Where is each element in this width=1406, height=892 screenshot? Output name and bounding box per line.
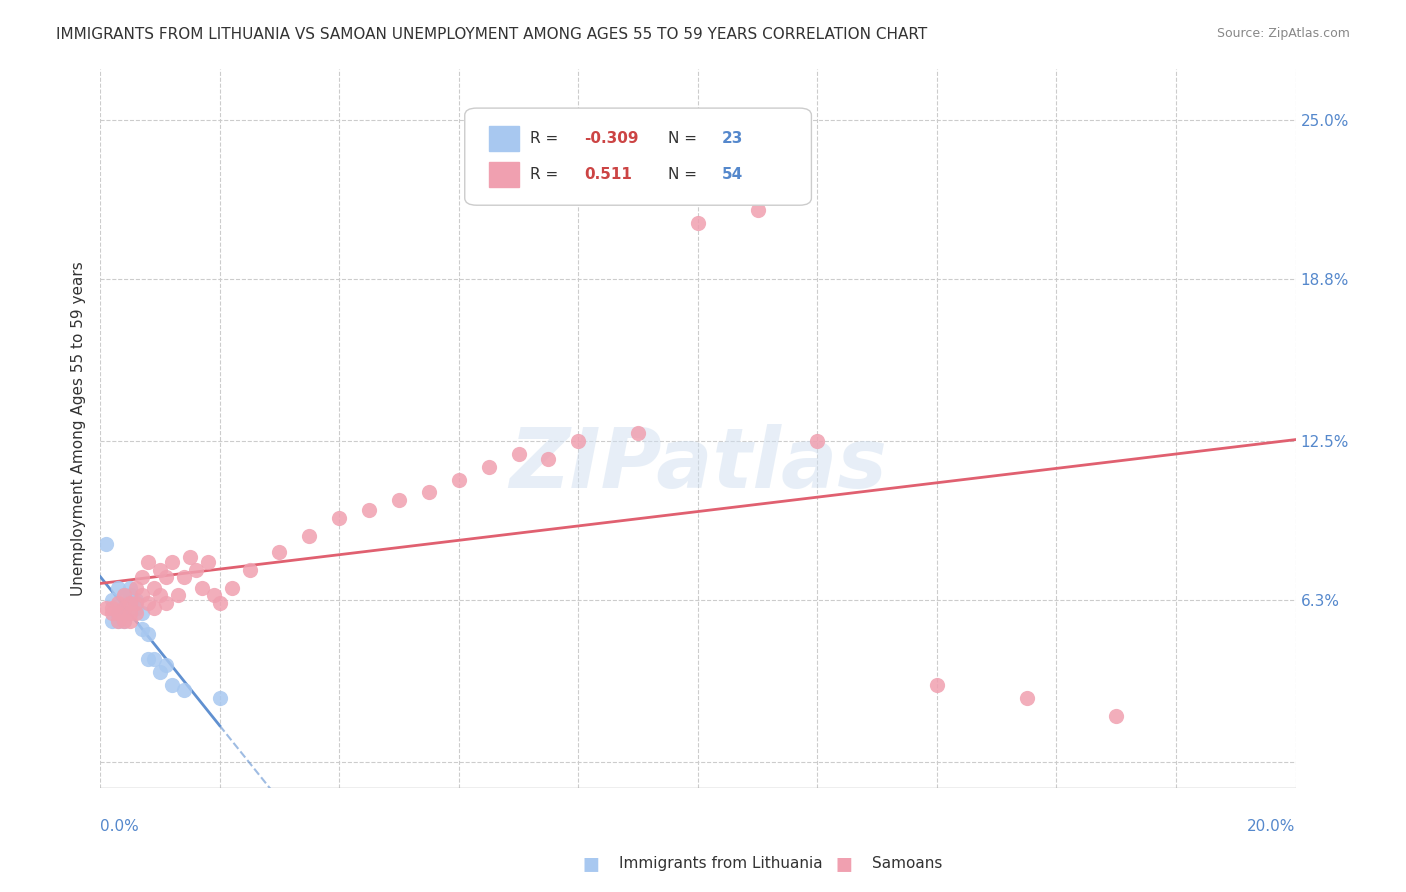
Point — [125, 593, 148, 607]
Text: Samoans: Samoans — [872, 856, 942, 871]
Point — [142, 601, 165, 615]
Point — [101, 614, 124, 628]
Point — [112, 588, 135, 602]
Point — [173, 570, 195, 584]
Text: IMMIGRANTS FROM LITHUANIA VS SAMOAN UNEMPLOYMENT AMONG AGES 55 TO 59 YEARS CORRE: IMMIGRANTS FROM LITHUANIA VS SAMOAN UNEM… — [56, 27, 928, 42]
Point — [173, 683, 195, 698]
Point — [221, 581, 243, 595]
Text: -0.309: -0.309 — [585, 131, 638, 145]
Point — [155, 657, 177, 672]
Point — [118, 596, 141, 610]
Point — [142, 652, 165, 666]
Point — [447, 473, 470, 487]
Point — [94, 601, 117, 615]
Point — [136, 652, 159, 666]
Text: R =: R = — [530, 167, 564, 182]
Text: N =: N = — [668, 131, 702, 145]
Point — [567, 434, 589, 448]
Point — [537, 452, 560, 467]
Text: N =: N = — [668, 167, 702, 182]
Point — [478, 459, 501, 474]
Point — [925, 678, 948, 692]
Text: ▪: ▪ — [581, 849, 600, 878]
Point — [125, 581, 148, 595]
Point — [142, 581, 165, 595]
Point — [131, 570, 153, 584]
Point — [112, 601, 135, 615]
Point — [149, 588, 172, 602]
Point — [806, 434, 828, 448]
Point — [208, 691, 231, 706]
Point — [107, 596, 129, 610]
Point — [166, 588, 188, 602]
Bar — [489, 126, 519, 152]
Point — [101, 593, 124, 607]
Point — [136, 555, 159, 569]
Point — [686, 216, 709, 230]
Point — [418, 485, 440, 500]
Point — [112, 601, 135, 615]
Point — [627, 426, 650, 441]
Text: 54: 54 — [721, 167, 742, 182]
Point — [149, 665, 172, 680]
Point — [136, 627, 159, 641]
Point — [508, 447, 530, 461]
Point — [747, 202, 769, 217]
Point — [101, 606, 124, 620]
Point — [125, 606, 148, 620]
Point — [298, 529, 321, 543]
Point — [269, 544, 291, 558]
Point — [125, 601, 148, 615]
Point — [160, 678, 183, 692]
Point — [1015, 691, 1038, 706]
Point — [107, 606, 129, 620]
Point — [118, 581, 141, 595]
Point — [1105, 709, 1128, 723]
Point — [112, 614, 135, 628]
Text: Source: ZipAtlas.com: Source: ZipAtlas.com — [1216, 27, 1350, 40]
Point — [101, 601, 124, 615]
Point — [190, 581, 212, 595]
Point — [197, 555, 219, 569]
Point — [107, 614, 129, 628]
Point — [155, 570, 177, 584]
Text: 0.511: 0.511 — [585, 167, 633, 182]
Point — [112, 588, 135, 602]
Point — [118, 588, 141, 602]
Text: ▪: ▪ — [834, 849, 853, 878]
Point — [160, 555, 183, 569]
Point — [107, 606, 129, 620]
Text: 0.0%: 0.0% — [100, 819, 139, 834]
Point — [388, 493, 411, 508]
Point — [125, 596, 148, 610]
Point — [149, 563, 172, 577]
Bar — [489, 162, 519, 187]
Point — [94, 537, 117, 551]
Text: 23: 23 — [721, 131, 744, 145]
Point — [179, 549, 201, 564]
Point — [208, 596, 231, 610]
Text: 20.0%: 20.0% — [1247, 819, 1295, 834]
Point — [328, 511, 350, 525]
Point — [107, 614, 129, 628]
Point — [238, 563, 260, 577]
Point — [107, 581, 129, 595]
Point — [202, 588, 225, 602]
Point — [359, 503, 381, 517]
FancyBboxPatch shape — [465, 108, 811, 205]
Point — [131, 588, 153, 602]
Text: R =: R = — [530, 131, 564, 145]
Point — [184, 563, 207, 577]
Point — [136, 596, 159, 610]
Point — [155, 596, 177, 610]
Text: Immigrants from Lithuania: Immigrants from Lithuania — [619, 856, 823, 871]
Point — [112, 614, 135, 628]
Y-axis label: Unemployment Among Ages 55 to 59 years: Unemployment Among Ages 55 to 59 years — [72, 260, 86, 596]
Point — [118, 606, 141, 620]
Point — [118, 614, 141, 628]
Point — [131, 606, 153, 620]
Point — [131, 622, 153, 636]
Text: ZIPatlas: ZIPatlas — [509, 424, 887, 505]
